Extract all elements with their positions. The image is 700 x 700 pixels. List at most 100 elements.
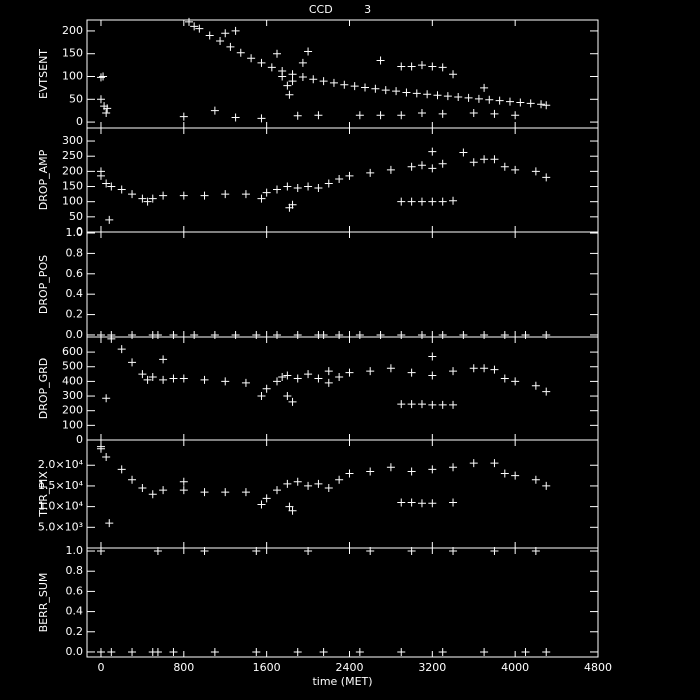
data-point — [117, 185, 126, 194]
data-point — [428, 352, 437, 361]
data-point — [262, 188, 271, 197]
y-tick-label: 200 — [62, 164, 83, 177]
y-tick-label: 0.4 — [66, 287, 84, 300]
data-point — [288, 397, 297, 406]
data-point — [511, 377, 520, 386]
y-tick-label: 250 — [62, 149, 83, 162]
data-point — [128, 475, 137, 484]
data-point — [257, 392, 266, 401]
data-point — [531, 547, 540, 556]
data-point — [433, 91, 442, 100]
y-axis-label: DROP_GRD — [37, 358, 50, 420]
data-point — [490, 109, 499, 118]
y-tick-label: 1.0 — [66, 544, 84, 557]
y-tick-label: 500 — [62, 360, 83, 373]
data-point — [376, 330, 385, 339]
data-point — [407, 498, 416, 507]
data-point — [324, 367, 333, 376]
data-point — [314, 479, 323, 488]
data-point — [324, 378, 333, 387]
data-point — [412, 89, 421, 98]
y-tick-label: 0.4 — [66, 605, 84, 618]
data-point — [231, 26, 240, 35]
data-point — [226, 42, 235, 51]
data-point — [454, 93, 463, 102]
data-point — [490, 459, 499, 468]
data-point — [210, 647, 219, 656]
y-tick-label: 0 — [76, 225, 83, 238]
data-point — [366, 547, 375, 556]
data-point — [210, 106, 219, 115]
data-point — [345, 368, 354, 377]
data-point — [542, 387, 551, 396]
data-point — [96, 171, 105, 180]
data-point — [221, 488, 230, 497]
y-axis-label: BERR_SUM — [37, 573, 50, 633]
y-tick-label: 0 — [76, 433, 83, 446]
data-point — [417, 499, 426, 508]
data-point — [469, 108, 478, 117]
data-point — [350, 82, 359, 91]
y-tick-label: 50 — [69, 210, 83, 223]
data-point — [103, 104, 112, 113]
data-point — [335, 372, 344, 381]
data-point — [407, 162, 416, 171]
data-point — [480, 647, 489, 656]
data-point — [221, 190, 230, 199]
data-point — [449, 367, 458, 376]
data-point — [283, 81, 292, 90]
data-point — [474, 94, 483, 103]
x-tick-label: 4800 — [584, 661, 612, 674]
chart-title: CCD 3 — [309, 3, 371, 16]
data-point — [184, 17, 193, 26]
data-point — [500, 162, 509, 171]
data-point — [469, 364, 478, 373]
data-point — [102, 394, 111, 403]
data-point — [195, 24, 204, 33]
data-point — [96, 442, 105, 451]
data-point — [459, 330, 468, 339]
y-tick-label: 100 — [62, 418, 83, 431]
data-point — [252, 547, 261, 556]
x-tick-label: 3200 — [418, 661, 446, 674]
data-point — [102, 108, 111, 117]
data-point — [200, 488, 209, 497]
data-point — [96, 73, 105, 82]
data-point — [278, 72, 287, 81]
data-point — [288, 506, 297, 515]
y-tick-label: 0.8 — [66, 246, 84, 259]
data-point — [428, 62, 437, 71]
data-point — [417, 61, 426, 70]
data-point — [179, 477, 188, 486]
data-point — [200, 191, 209, 200]
data-point — [495, 96, 504, 105]
data-point — [314, 374, 323, 383]
data-point — [397, 62, 406, 71]
data-point — [542, 647, 551, 656]
y-tick-label: 600 — [62, 345, 83, 358]
data-point — [490, 547, 499, 556]
data-point — [407, 400, 416, 409]
data-point — [319, 330, 328, 339]
x-tick-label: 0 — [97, 661, 104, 674]
data-point — [428, 164, 437, 173]
data-point — [417, 400, 426, 409]
data-point — [464, 93, 473, 102]
data-point — [107, 647, 116, 656]
data-point — [386, 463, 395, 472]
data-point — [159, 355, 168, 364]
x-axis-label: time (MET) — [312, 675, 372, 688]
data-point — [397, 197, 406, 206]
data-point — [480, 364, 489, 373]
data-point — [397, 330, 406, 339]
data-point — [148, 194, 157, 203]
data-point — [169, 647, 178, 656]
data-point — [428, 465, 437, 474]
data-point — [407, 368, 416, 377]
data-point — [105, 215, 114, 224]
data-point — [288, 77, 297, 86]
data-point — [190, 330, 199, 339]
data-point — [407, 197, 416, 206]
data-point — [231, 330, 240, 339]
data-point — [102, 179, 111, 188]
